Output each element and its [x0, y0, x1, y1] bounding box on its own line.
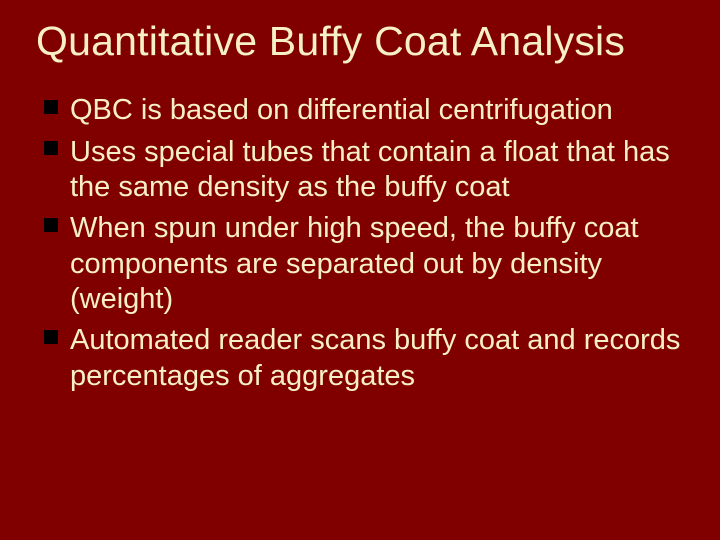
bullet-item: Automated reader scans buffy coat and re…: [44, 323, 684, 394]
bullet-text: Automated reader scans buffy coat and re…: [70, 324, 680, 391]
bullet-text: QBC is based on differential centrifugat…: [70, 94, 613, 126]
bullet-text: Uses special tubes that contain a float …: [70, 136, 670, 203]
bullet-item: Uses special tubes that contain a float …: [44, 135, 684, 206]
bullet-list: QBC is based on differential centrifugat…: [36, 93, 684, 394]
bullet-item: When spun under high speed, the buffy co…: [44, 211, 684, 317]
bullet-text: When spun under high speed, the buffy co…: [70, 212, 639, 315]
slide: Quantitative Buffy Coat Analysis QBC is …: [0, 0, 720, 540]
slide-title: Quantitative Buffy Coat Analysis: [36, 18, 684, 65]
bullet-item: QBC is based on differential centrifugat…: [44, 93, 684, 128]
